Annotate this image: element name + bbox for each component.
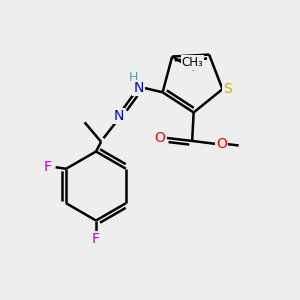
Text: N: N: [114, 109, 124, 123]
Text: S: S: [224, 82, 232, 96]
Text: F: F: [92, 232, 100, 246]
Text: O: O: [216, 137, 227, 151]
Text: H: H: [128, 71, 138, 84]
Text: N: N: [134, 81, 144, 95]
Text: F: F: [44, 160, 52, 174]
Text: CH₃: CH₃: [182, 56, 203, 69]
Text: O: O: [154, 131, 166, 145]
